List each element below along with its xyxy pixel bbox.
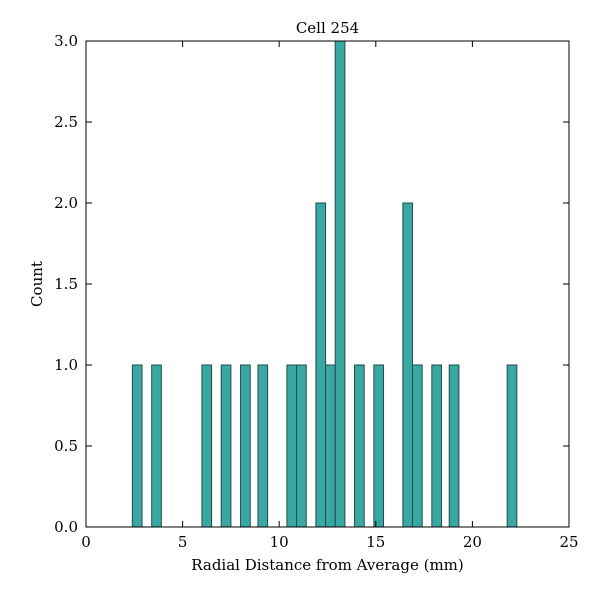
histogram-bar-0 bbox=[132, 365, 142, 527]
histogram-bar-2 bbox=[202, 365, 212, 527]
histogram-bar-10 bbox=[335, 41, 345, 527]
histogram-bar-13 bbox=[403, 203, 413, 527]
histogram-bar-3 bbox=[221, 365, 231, 527]
x-tick-label-3: 15 bbox=[366, 533, 385, 551]
chart-title: Cell 254 bbox=[296, 19, 359, 37]
histogram-bar-8 bbox=[316, 203, 326, 527]
y-tick-label-2: 1.0 bbox=[54, 356, 78, 374]
histogram-bar-9 bbox=[326, 365, 336, 527]
histogram-bar-12 bbox=[374, 365, 384, 527]
histogram-bar-5 bbox=[258, 365, 268, 527]
y-tick-label-3: 1.5 bbox=[54, 275, 78, 293]
x-tick-label-2: 10 bbox=[270, 533, 289, 551]
histogram-bar-11 bbox=[355, 365, 365, 527]
y-tick-label-0: 0.0 bbox=[54, 518, 78, 536]
histogram-bar-17 bbox=[507, 365, 517, 527]
histogram-bar-15 bbox=[432, 365, 442, 527]
x-tick-label-5: 25 bbox=[559, 533, 578, 551]
histogram-bar-7 bbox=[297, 365, 307, 527]
y-tick-label-4: 2.0 bbox=[54, 194, 78, 212]
x-tick-label-4: 20 bbox=[463, 533, 482, 551]
histogram-bar-6 bbox=[287, 365, 297, 527]
histogram-bar-1 bbox=[152, 365, 162, 527]
y-tick-label-5: 2.5 bbox=[54, 113, 78, 131]
y-tick-label-1: 0.5 bbox=[54, 437, 78, 455]
histogram-bar-4 bbox=[241, 365, 251, 527]
x-axis-title: Radial Distance from Average (mm) bbox=[191, 556, 464, 574]
y-axis-title: Count bbox=[28, 261, 46, 307]
x-tick-label-0: 0 bbox=[81, 533, 91, 551]
y-tick-label-6: 3.0 bbox=[54, 32, 78, 50]
x-tick-label-1: 5 bbox=[178, 533, 188, 551]
histogram-bar-16 bbox=[449, 365, 459, 527]
bars-layer bbox=[132, 41, 516, 527]
histogram-bar-14 bbox=[413, 365, 423, 527]
